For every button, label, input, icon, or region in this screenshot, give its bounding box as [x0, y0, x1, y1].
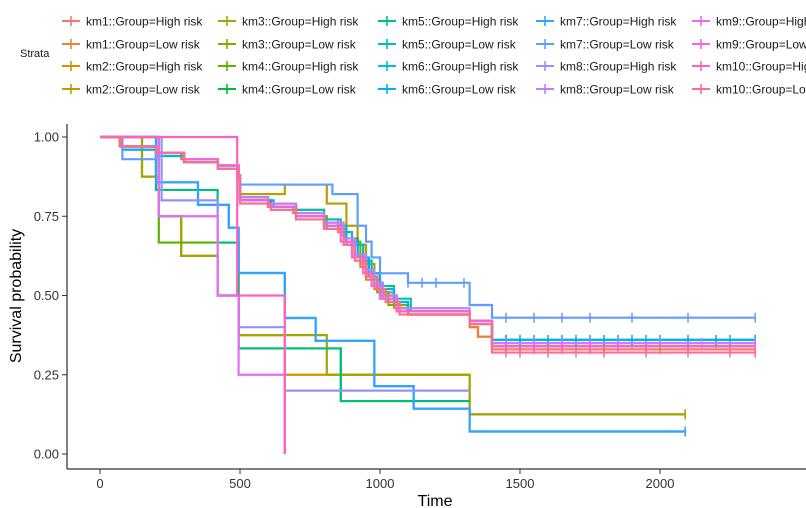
- series-4: [100, 135, 756, 352]
- y-tick-label: 0.25: [34, 367, 59, 382]
- series-2: [100, 135, 756, 352]
- series-14: [100, 135, 756, 323]
- series-3: [100, 135, 686, 420]
- legend-label-20: km10::Group=Low risk: [716, 83, 806, 97]
- legend-key-12: [378, 84, 396, 94]
- series-line-13: [100, 135, 686, 433]
- series-17: [100, 135, 286, 454]
- series-line-3: [100, 135, 686, 416]
- x-tick-label: 500: [229, 476, 251, 491]
- legend-label-16: km8::Group=Low risk: [560, 83, 675, 97]
- series-line-14: [100, 135, 756, 319]
- y-axis-title: Survival probability: [8, 229, 25, 363]
- plot-panel: 0 500 1000 1500 2000 0.00 0.25 0.50 0.75 1.00 Ti…: [8, 124, 806, 508]
- y-tick-label: 0.00: [34, 447, 59, 462]
- y-tick-label: 0.75: [34, 209, 59, 224]
- legend-label-18: km9::Group=Low risk: [716, 38, 806, 52]
- legend-key-5: [218, 16, 236, 26]
- x-tick-label: 1500: [506, 476, 535, 491]
- legend-label-19: km10::Group=High risk: [716, 60, 806, 74]
- x-tick-label: 1000: [366, 476, 395, 491]
- series-layer: [100, 135, 756, 454]
- series-line-11: [100, 135, 686, 433]
- legend-key-7: [218, 61, 236, 71]
- legend-key-6: [218, 39, 236, 49]
- series-line-10: [100, 135, 756, 341]
- legend-key-17: [692, 16, 710, 26]
- legend-key-16: [536, 84, 554, 94]
- legend-label-11: km6::Group=High risk: [402, 60, 519, 74]
- series-18: [100, 135, 756, 352]
- legend-label-9: km5::Group=High risk: [402, 15, 519, 29]
- series-5: [100, 135, 686, 420]
- x-ticks: 0 500 1000 1500 2000: [96, 469, 674, 491]
- legend-key-11: [378, 61, 396, 71]
- legend-key-14: [536, 39, 554, 49]
- legend-label-14: km7::Group=Low risk: [560, 38, 675, 52]
- legend-label-2: km1::Group=Low risk: [86, 38, 201, 52]
- legend-label-10: km5::Group=Low risk: [402, 38, 517, 52]
- series-line-20: [100, 135, 756, 354]
- legend-label-13: km7::Group=High risk: [560, 15, 677, 29]
- legend-title: Strata: [20, 48, 50, 60]
- legend-key-10: [378, 39, 396, 49]
- legend-key-1: [62, 16, 80, 26]
- legend-label-6: km3::Group=Low risk: [242, 38, 357, 52]
- x-axis-title: Time: [418, 493, 453, 508]
- legend-label-15: km8::Group=High risk: [560, 60, 677, 74]
- legend-label-5: km3::Group=High risk: [242, 15, 359, 29]
- legend-key-9: [378, 16, 396, 26]
- legend-label-1: km1::Group=High risk: [86, 15, 203, 29]
- legend: Strata km1::Group=High riskkm1::Group=Lo…: [20, 15, 806, 97]
- x-tick-label: 0: [96, 476, 103, 491]
- y-ticks: 0.00 0.25 0.50 0.75 1.00: [34, 130, 67, 462]
- series-line-19: [100, 135, 286, 454]
- legend-key-4: [62, 84, 80, 94]
- y-tick-label: 1.00: [34, 130, 59, 145]
- y-tick-label: 0.50: [34, 288, 59, 303]
- series-20: [100, 135, 756, 358]
- series-1: [100, 135, 756, 355]
- series-line-17: [100, 135, 286, 454]
- legend-label-7: km4::Group=High risk: [242, 60, 359, 74]
- legend-key-18: [692, 39, 710, 49]
- legend-key-3: [62, 61, 80, 71]
- legend-label-3: km2::Group=High risk: [86, 60, 203, 74]
- legend-key-8: [218, 84, 236, 94]
- legend-label-8: km4::Group=Low risk: [242, 83, 357, 97]
- series-line-12: [100, 135, 756, 341]
- legend-label-12: km6::Group=Low risk: [402, 83, 517, 97]
- series-line-5: [100, 135, 686, 416]
- x-tick-label: 2000: [646, 476, 675, 491]
- legend-key-15: [536, 61, 554, 71]
- legend-label-4: km2::Group=Low risk: [86, 83, 201, 97]
- legend-key-19: [692, 61, 710, 71]
- series-19: [100, 135, 286, 454]
- legend-key-20: [692, 84, 710, 94]
- legend-label-17: km9::Group=High risk: [716, 15, 806, 29]
- legend-key-13: [536, 16, 554, 26]
- legend-key-2: [62, 39, 80, 49]
